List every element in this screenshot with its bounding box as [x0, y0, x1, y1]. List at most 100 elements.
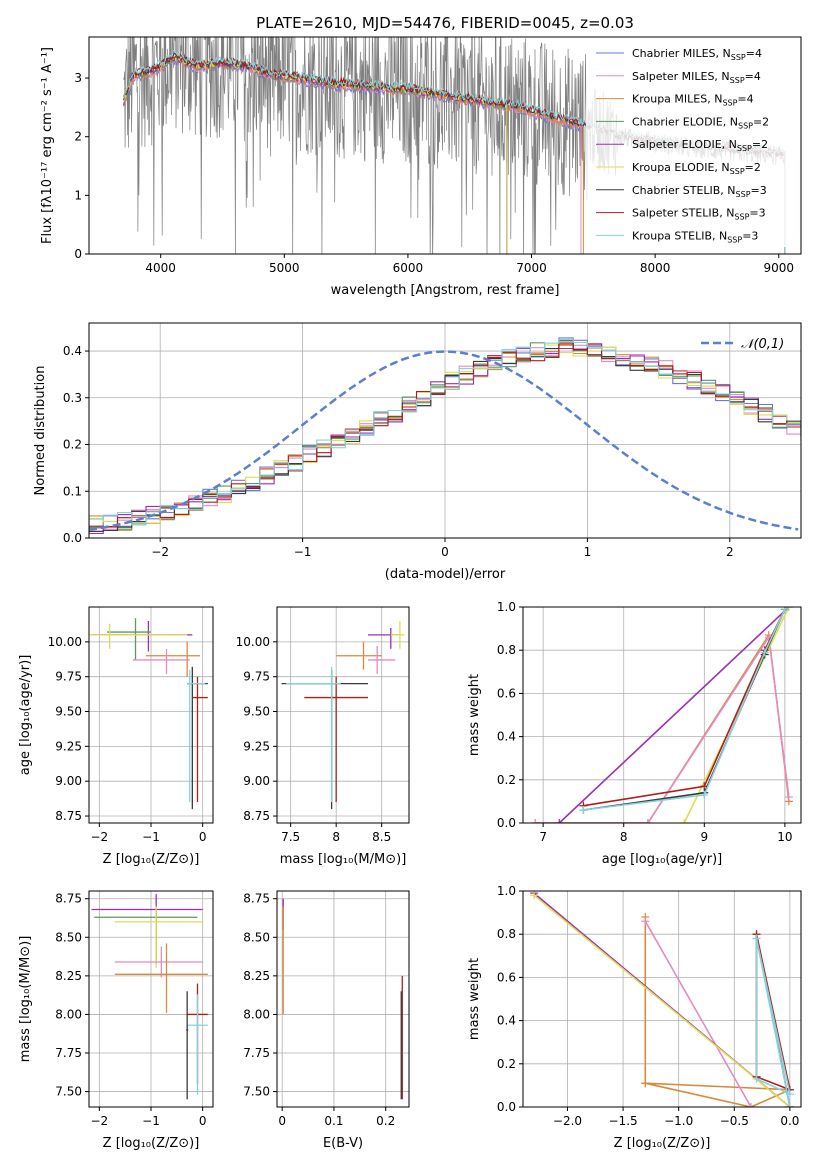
residuals-plot-area: [89, 337, 801, 537]
mass-vs-Z-xtick-label: −1: [142, 1114, 160, 1128]
massweight-vs-age-xtick-label: 8: [620, 830, 628, 844]
spectrum-xtick-label: 8000: [640, 261, 671, 275]
spectrum-ytick-label: 1: [74, 188, 82, 202]
massweight-vs-Z-xtick-label: −2.0: [553, 1114, 582, 1128]
age-vs-mass-panel: 7.5 8 8.5 8.75 9.00 9.25 9.50 9.75 10.00 mass [lo…: [236, 606, 410, 867]
age-vs-Z-ytick-label: 9.00: [55, 774, 82, 788]
massweight-vs-age-series-point: [579, 806, 588, 815]
spectrum-ytick-label: 0: [74, 247, 82, 261]
age-vs-mass-xtick-label: 7.5: [281, 830, 300, 844]
mass-vs-Z-ylabel: mass [log₁₀(M/M⊙)]: [18, 936, 33, 1063]
residuals-ylabel: Normed distribution: [33, 366, 48, 496]
massweight-vs-age-ytick-label: 0.2: [497, 773, 516, 787]
massweight-vs-age-series-point: [555, 819, 564, 823]
residuals-ytick-label: 0.1: [63, 484, 82, 498]
massweight-vs-age-series-point: [700, 790, 709, 799]
massweight-vs-Z-ytick-label: 0.2: [497, 1057, 516, 1071]
age-vs-Z-panel: −2 −1 0 8.75 9.00 9.25 9.50 9.75 10.00 Z [log₁₀(Z…: [18, 606, 214, 867]
age-vs-mass-ytick-label: 9.00: [243, 774, 270, 788]
spectrum-xlabel: wavelength [Angstrom, rest frame]: [331, 283, 560, 298]
spectrum-panel: 4000 5000 6000 7000 8000 9000 0 1 2 3 wavelength […: [40, 36, 802, 298]
age-vs-Z-xtick-label: −1: [142, 830, 160, 844]
massweight-vs-Z-series-point: [530, 891, 539, 900]
massweight-vs-Z-plot-area: [530, 891, 794, 1107]
massweight-vs-age-series-point: [760, 648, 769, 657]
residuals-ytick-label: 0.2: [63, 438, 82, 452]
massweight-vs-Z-series-line: [533, 894, 791, 1107]
age-vs-Z-plot-area: [89, 618, 208, 810]
ebv-mass-ytick-label: 7.75: [243, 1046, 270, 1060]
massweight-vs-Z-xtick-label: −0.5: [720, 1114, 749, 1128]
massweight-vs-Z-series-point: [641, 917, 650, 926]
age-vs-mass-ytick-label: 8.75: [243, 809, 270, 823]
massweight-vs-Z-ytick-label: 0.0: [497, 1100, 516, 1114]
ebv-mass-ytick-label: 7.50: [243, 1085, 270, 1099]
massweight-vs-age-series-point: [780, 607, 789, 614]
spectrum-frame: [88, 36, 802, 255]
massweight-vs-Z-ytick-label: 1.0: [497, 884, 516, 898]
mass-vs-Z-ytick-label: 8.25: [55, 969, 82, 983]
age-vs-Z-xtick-label: 0: [199, 830, 207, 844]
massweight-vs-Z-xlabel: Z [log₁₀(Z/Z⊙)]: [614, 1136, 711, 1151]
massweight-vs-Z-series-line: [755, 938, 792, 1107]
spectrum-xtick-label: 9000: [763, 261, 794, 275]
ebv-mass-ytick-label: 8.25: [243, 969, 270, 983]
age-vs-mass-ytick-label: 9.50: [243, 705, 270, 719]
massweight-vs-Z-ytick-label: 0.6: [497, 970, 516, 984]
spectrum-legend-entry: Salpeter MILES, NSSP=4: [632, 70, 761, 85]
spectrum-ytick-label: 2: [74, 130, 82, 144]
residuals-legend-entry: 𝒩(0,1): [741, 337, 784, 352]
massweight-vs-age-series-line: [558, 607, 790, 823]
age-vs-mass-frame: [276, 606, 410, 824]
ebv-mass-ytick-label: 8.00: [243, 1007, 270, 1021]
residuals-histogram-step: [89, 343, 801, 536]
ebv-mass-ytick-label: 8.75: [243, 892, 270, 906]
residuals-ytick-label: 0.0: [63, 531, 82, 545]
age-vs-Z-ytick-label: 9.50: [55, 705, 82, 719]
normal-curve-line: [89, 350, 799, 532]
massweight-vs-Z-xtick-label: 0.0: [780, 1114, 799, 1128]
age-vs-mass-ytick-label: 9.25: [243, 739, 270, 753]
age-vs-Z-xtick-label: −2: [90, 830, 108, 844]
mass-vs-Z-ytick-label: 8.75: [55, 892, 82, 906]
age-vs-mass-plot-area: [281, 620, 405, 810]
massweight-vs-age-plot-area: [531, 607, 793, 823]
mass-vs-Z-xtick-label: −2: [90, 1114, 108, 1128]
ebv-mass-xlabel: E(B-V): [323, 1136, 363, 1151]
residuals-xtick-label: 1: [584, 545, 592, 559]
spectrum-legend-entry: Salpeter STELIB, NSSP=3: [632, 207, 766, 222]
ebv-mass-xtick-label: 0.1: [324, 1114, 343, 1128]
massweight-vs-Z-ytick-label: 0.8: [497, 927, 516, 941]
massweight-vs-Z-series-point: [641, 1079, 650, 1088]
age-vs-Z-ytick-label: 9.25: [55, 739, 82, 753]
massweight-vs-age-ytick-label: 1.0: [497, 600, 516, 614]
mass-vs-Z-xlabel: Z [log₁₀(Z/Z⊙)]: [103, 1136, 200, 1151]
massweight-vs-age-ytick-label: 0.8: [497, 643, 516, 657]
massweight-vs-Z-xtick-label: −1.0: [664, 1114, 693, 1128]
massweight-vs-age-series-point: [643, 819, 652, 823]
massweight-vs-age-series-point: [680, 819, 689, 823]
massweight-vs-age-ytick-label: 0.6: [497, 686, 516, 700]
massweight-vs-age-ytick-label: 0.0: [497, 816, 516, 830]
massweight-vs-Z-series-point: [752, 1074, 761, 1083]
residuals-histogram-step: [89, 339, 801, 533]
figure-title: PLATE=2610, MJD=54476, FIBERID=0045, z=0…: [256, 14, 634, 32]
spectrum-legend-entry: Chabrier ELODIE, NSSP=2: [632, 115, 769, 130]
massweight-vs-Z-frame: [522, 890, 802, 1108]
spectrum-legend-entry: Kroupa STELIB, NSSP=3: [632, 229, 758, 244]
mass-vs-Z-xtick-label: 0: [199, 1114, 207, 1128]
residuals-xtick-label: −1: [294, 545, 312, 559]
residuals-xtick-label: 2: [726, 545, 734, 559]
massweight-vs-age-series-line: [535, 632, 790, 823]
massweight-vs-age-ytick-label: 0.4: [497, 730, 516, 744]
age-vs-Z-ytick-label: 9.75: [55, 670, 82, 684]
mass-vs-Z-ytick-label: 8.00: [55, 1007, 82, 1021]
residuals-panel: −2 −1 0 1 2 0.0 0.1 0.2 0.3 0.4 (data-model)/error…: [33, 322, 802, 582]
ebv-mass-frame: [276, 890, 410, 1108]
spectrum-legend-entry: Kroupa ELODIE, NSSP=2: [632, 161, 761, 176]
age-vs-Z-ytick-label: 10.00: [48, 635, 82, 649]
spectrum-ytick-label: 3: [74, 71, 82, 85]
spectrum-xtick-label: 4000: [145, 261, 176, 275]
massweight-vs-Z-series-point: [785, 1103, 794, 1107]
residuals-xtick-label: 0: [441, 545, 449, 559]
